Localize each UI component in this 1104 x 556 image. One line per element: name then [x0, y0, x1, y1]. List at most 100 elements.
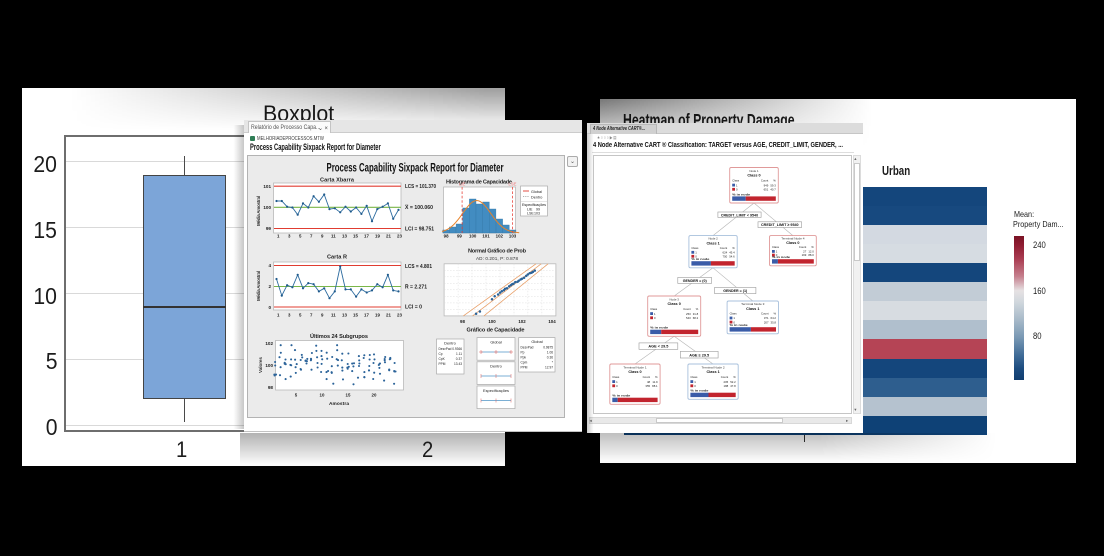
svg-text:Especificações: Especificações	[522, 203, 546, 207]
svg-text:LCI = 0: LCI = 0	[405, 305, 422, 311]
svg-text:LIE: LIE	[527, 208, 533, 212]
svg-text:0: 0	[268, 305, 271, 310]
svg-text:LSE: LSE	[508, 182, 516, 187]
svg-text:0: 0	[654, 316, 656, 320]
svg-text:Cpm: Cpm	[520, 361, 527, 365]
svg-text:PPM: PPM	[520, 366, 527, 370]
svg-text:%: %	[774, 179, 777, 183]
svg-text:Histograma de Capacidade: Histograma de Capacidade	[446, 180, 512, 186]
svg-text:Global: Global	[531, 190, 542, 194]
svg-text:LIE: LIE	[458, 182, 465, 187]
svg-text:Dentro: Dentro	[490, 364, 502, 369]
svg-text:23: 23	[397, 313, 402, 318]
svg-text:103: 103	[534, 212, 540, 216]
svg-text:LCS = 101.370: LCS = 101.370	[405, 184, 436, 190]
svg-text:100: 100	[265, 363, 273, 368]
svg-text:Últimos 24 Subgrupos: Últimos 24 Subgrupos	[310, 333, 368, 340]
svg-text:Carta Xbarra: Carta Xbarra	[320, 178, 355, 184]
svg-text:15: 15	[353, 234, 358, 239]
svg-text:Count: Count	[761, 179, 769, 183]
svg-text:% in node: % in node	[650, 326, 669, 330]
svg-text:AD: 0.201, P: 0.878: AD: 0.201, P: 0.878	[476, 256, 518, 261]
svg-text:355: 355	[646, 384, 651, 388]
svg-text:1: 1	[654, 312, 656, 316]
svg-text:1: 1	[277, 313, 280, 318]
svg-text:1.06: 1.06	[546, 351, 552, 355]
svg-text:253: 253	[686, 312, 691, 316]
svg-text:17: 17	[364, 234, 369, 239]
svg-text:Normal Gráfico de Prob: Normal Gráfico de Prob	[468, 249, 527, 255]
svg-text:99: 99	[536, 208, 540, 212]
svg-text:Global: Global	[490, 340, 501, 345]
svg-text:88.1: 88.1	[652, 384, 658, 388]
svg-text:45.4: 45.4	[730, 251, 736, 255]
svg-text:100: 100	[263, 205, 271, 210]
svg-text:Class 0: Class 0	[629, 370, 642, 374]
svg-text:0.37: 0.37	[455, 357, 461, 361]
svg-text:21: 21	[386, 313, 391, 318]
svg-text:%: %	[733, 375, 736, 379]
svg-text:Count: Count	[761, 312, 769, 316]
svg-text:LCS = 4.801: LCS = 4.801	[405, 264, 432, 270]
svg-text:371: 371	[764, 316, 769, 320]
svg-text:%: %	[774, 312, 777, 316]
svg-text:11.9: 11.9	[653, 380, 659, 384]
svg-text:LCI = 98.751: LCI = 98.751	[405, 226, 434, 232]
svg-text:Terminal Node 4: Terminal Node 4	[782, 236, 806, 240]
svg-text:% in node: % in node	[732, 192, 751, 196]
svg-text:Class: Class	[613, 375, 621, 379]
svg-text:Terminal Node 1: Terminal Node 1	[624, 365, 648, 369]
svg-text:1: 1	[694, 380, 696, 384]
svg-text:Count: Count	[720, 246, 728, 250]
svg-text:Média Amostral: Média Amostral	[256, 271, 261, 301]
svg-text:AGE < 29.5: AGE < 29.5	[649, 344, 670, 349]
svg-text:LSE: LSE	[527, 212, 534, 216]
svg-text:Count: Count	[684, 307, 692, 311]
svg-text:3: 3	[288, 234, 291, 239]
svg-text:88.0: 88.0	[809, 253, 815, 257]
svg-text:% in node: % in node	[692, 257, 711, 261]
svg-text:102: 102	[518, 319, 526, 324]
svg-text:0: 0	[616, 384, 618, 388]
svg-text:% in node: % in node	[691, 389, 710, 393]
svg-text:99: 99	[456, 234, 461, 239]
svg-text:*: *	[551, 361, 553, 365]
svg-text:CpK: CpK	[438, 357, 445, 361]
svg-text:7: 7	[310, 313, 313, 318]
svg-text:98: 98	[460, 319, 465, 324]
svg-text:Valores: Valores	[258, 357, 263, 373]
svg-text:% in node: % in node	[772, 255, 791, 259]
svg-text:Node 1: Node 1	[750, 169, 760, 173]
svg-text:101: 101	[482, 234, 490, 239]
svg-text:Count: Count	[799, 245, 807, 249]
svg-text:CREDIT_LIMIT ≥ 9540: CREDIT_LIMIT ≥ 9540	[761, 222, 799, 227]
svg-text:5: 5	[294, 393, 297, 398]
svg-text:54.6: 54.6	[730, 255, 736, 259]
svg-text:Especificações: Especificações	[483, 388, 509, 393]
svg-text:Class: Class	[650, 307, 658, 311]
svg-text:Node 3: Node 3	[670, 297, 680, 301]
svg-text:DesvPad: DesvPad	[520, 346, 533, 350]
svg-text:Process Capability Sixpack Rep: Process Capability Sixpack Report for Di…	[326, 163, 503, 175]
svg-text:DesvPad: DesvPad	[438, 347, 451, 351]
svg-text:Carta R: Carta R	[327, 255, 347, 261]
svg-text:207: 207	[764, 320, 769, 324]
svg-text:100: 100	[488, 319, 496, 324]
svg-text:9: 9	[321, 313, 324, 318]
svg-text:12.0: 12.0	[809, 249, 815, 253]
svg-text:20: 20	[371, 393, 376, 398]
svg-text:Média Amostral: Média Amostral	[256, 196, 261, 226]
svg-text:Count: Count	[721, 375, 729, 379]
svg-text:1: 1	[736, 183, 738, 187]
svg-text:%: %	[655, 375, 658, 379]
svg-text:0.9875: 0.9875	[543, 346, 553, 350]
svg-text:4: 4	[268, 263, 271, 268]
svg-text:Count: Count	[643, 375, 651, 379]
svg-text:Node 2: Node 2	[709, 237, 719, 241]
svg-text:103: 103	[508, 234, 516, 239]
svg-text:15: 15	[353, 313, 358, 318]
svg-text:2: 2	[268, 284, 271, 289]
svg-text:35.8: 35.8	[771, 320, 777, 324]
svg-text:21: 21	[386, 234, 391, 239]
svg-text:X̅ = 100.060: X̅ = 100.060	[404, 204, 433, 211]
